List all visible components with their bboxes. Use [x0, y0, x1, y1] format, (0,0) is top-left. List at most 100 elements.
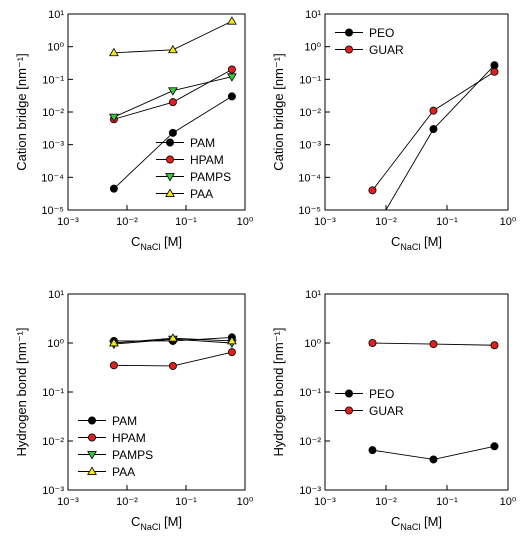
data-layer [368, 61, 499, 236]
x-tick-label: 10⁻¹ [175, 216, 197, 228]
y-tick-label: 10⁻⁴ [298, 172, 321, 184]
panel: 10⁻³ 10⁻² 10⁻¹ 10⁰ 10⁻⁵ 10⁻⁴ 10⁻³ 10⁻² 10⁻¹ 10⁰ 10… [271, 9, 517, 252]
y-axis-label: Hydrogen bond [nm⁻¹] [271, 328, 286, 457]
legend-label: GUAR [369, 404, 404, 418]
x-tick-label: 10⁻² [116, 216, 138, 228]
x-tick-label: 10⁰ [237, 496, 254, 508]
legend-label: GUAR [369, 43, 404, 57]
x-tick-label: 10⁻² [116, 496, 138, 508]
y-tick-label: 10¹ [305, 289, 321, 301]
marker [88, 433, 97, 442]
x-tick-label: 10⁻¹ [436, 496, 458, 508]
x-axis-label: CNaCl [M] [391, 514, 442, 532]
marker [165, 173, 175, 182]
legend-label: PAM [112, 414, 137, 428]
panel: 10⁻³ 10⁻² 10⁻¹ 10⁰ 10⁻³ 10⁻² 10⁻¹ 10⁰ 10¹ CNaCl [… [14, 289, 254, 532]
marker [368, 338, 377, 347]
marker [344, 28, 353, 37]
x-tick-label: 10⁻³ [57, 496, 79, 508]
y-tick-label: 10⁻³ [299, 485, 321, 497]
marker [109, 184, 118, 193]
x-label-main: C [131, 234, 140, 249]
y-axis-label: Hydrogen bond [nm⁻¹] [14, 328, 29, 457]
marker [165, 138, 174, 147]
x-tick-label: 10⁻³ [314, 216, 336, 228]
x-axis-label: CNaCl [M] [131, 234, 182, 252]
y-tick-label: 10¹ [305, 9, 321, 21]
marker [429, 125, 438, 134]
marker [87, 451, 97, 460]
y-tick-label: 10⁻⁵ [298, 205, 321, 217]
x-label-main: C [391, 234, 400, 249]
x-tick-label: 10⁻¹ [175, 496, 197, 508]
x-label-main: C [391, 514, 400, 529]
marker [429, 340, 438, 349]
y-tick-label: 10⁻² [42, 107, 64, 119]
legend-label: PAMPS [112, 448, 153, 462]
plot-frame [324, 13, 509, 211]
y-tick-label: 10⁻⁵ [41, 205, 64, 217]
marker [109, 113, 119, 123]
x-label-sub: NaCl [140, 522, 160, 532]
x-label-sub: NaCl [140, 242, 160, 252]
y-tick-label: 10⁻⁴ [41, 172, 64, 184]
y-tick-label: 10⁻³ [42, 485, 64, 497]
marker [227, 92, 236, 101]
x-axis-label: CNaCl [M] [131, 514, 182, 532]
y-tick-label: 10¹ [48, 289, 64, 301]
data-layer [109, 16, 237, 193]
data-layer [109, 333, 237, 370]
marker [429, 106, 438, 115]
x-tick-label: 10⁰ [237, 216, 254, 228]
marker [87, 466, 97, 475]
marker [368, 186, 377, 195]
x-tick-label: 10⁰ [500, 216, 517, 228]
x-tick-label: 10⁰ [500, 496, 517, 508]
marker [109, 338, 119, 347]
marker [109, 361, 118, 370]
x-label-unit: [M] [160, 234, 182, 249]
y-axis-label: Cation bridge [nm⁻¹] [14, 53, 29, 170]
y-tick-label: 10⁻² [42, 436, 64, 448]
series-line [113, 76, 233, 118]
legend-label: PAM [190, 136, 215, 150]
y-tick-label: 10⁻¹ [299, 74, 321, 86]
marker [227, 65, 236, 74]
legend-label: HPAM [190, 153, 224, 167]
x-tick-label: 10⁻¹ [436, 216, 458, 228]
y-tick-label: 10⁻² [299, 107, 321, 119]
marker [168, 128, 177, 137]
legend-label: HPAM [112, 431, 146, 445]
marker [490, 341, 499, 350]
marker [168, 98, 177, 107]
marker [88, 416, 97, 425]
marker [344, 45, 353, 54]
y-tick-label: 10⁰ [304, 338, 321, 350]
y-tick-label: 10⁻³ [42, 140, 64, 152]
marker [368, 446, 377, 455]
marker [227, 16, 237, 25]
legend-label: PAA [112, 465, 135, 479]
x-label-unit: [M] [160, 514, 182, 529]
marker [490, 67, 499, 76]
y-tick-label: 10⁻¹ [299, 387, 321, 399]
x-tick-label: 10⁻³ [314, 496, 336, 508]
y-tick-label: 10⁻¹ [42, 387, 64, 399]
x-label-sub: NaCl [400, 522, 420, 532]
panel: 10⁻³ 10⁻² 10⁻¹ 10⁰ 10⁻³ 10⁻² 10⁻¹ 10⁰ 10¹ CNaCl [… [271, 289, 517, 532]
x-label-main: C [131, 514, 140, 529]
marker [168, 333, 178, 342]
y-tick-label: 10⁻³ [299, 140, 321, 152]
legend-label: PAA [190, 187, 213, 201]
y-tick-label: 10⁻¹ [42, 74, 64, 86]
x-tick-label: 10⁻² [375, 216, 397, 228]
marker [165, 188, 175, 197]
series-line [385, 64, 495, 210]
legend-label: PEO [369, 26, 394, 40]
marker [369, 229, 376, 236]
x-label-unit: [M] [420, 234, 442, 249]
marker [109, 47, 119, 57]
x-tick-label: 10⁻³ [57, 216, 79, 228]
marker [165, 155, 174, 164]
panel: 10⁻³ 10⁻² 10⁻¹ 10⁰ 10⁻⁵ 10⁻⁴ 10⁻³ 10⁻² 10⁻¹ 10⁰ 10… [14, 9, 254, 252]
